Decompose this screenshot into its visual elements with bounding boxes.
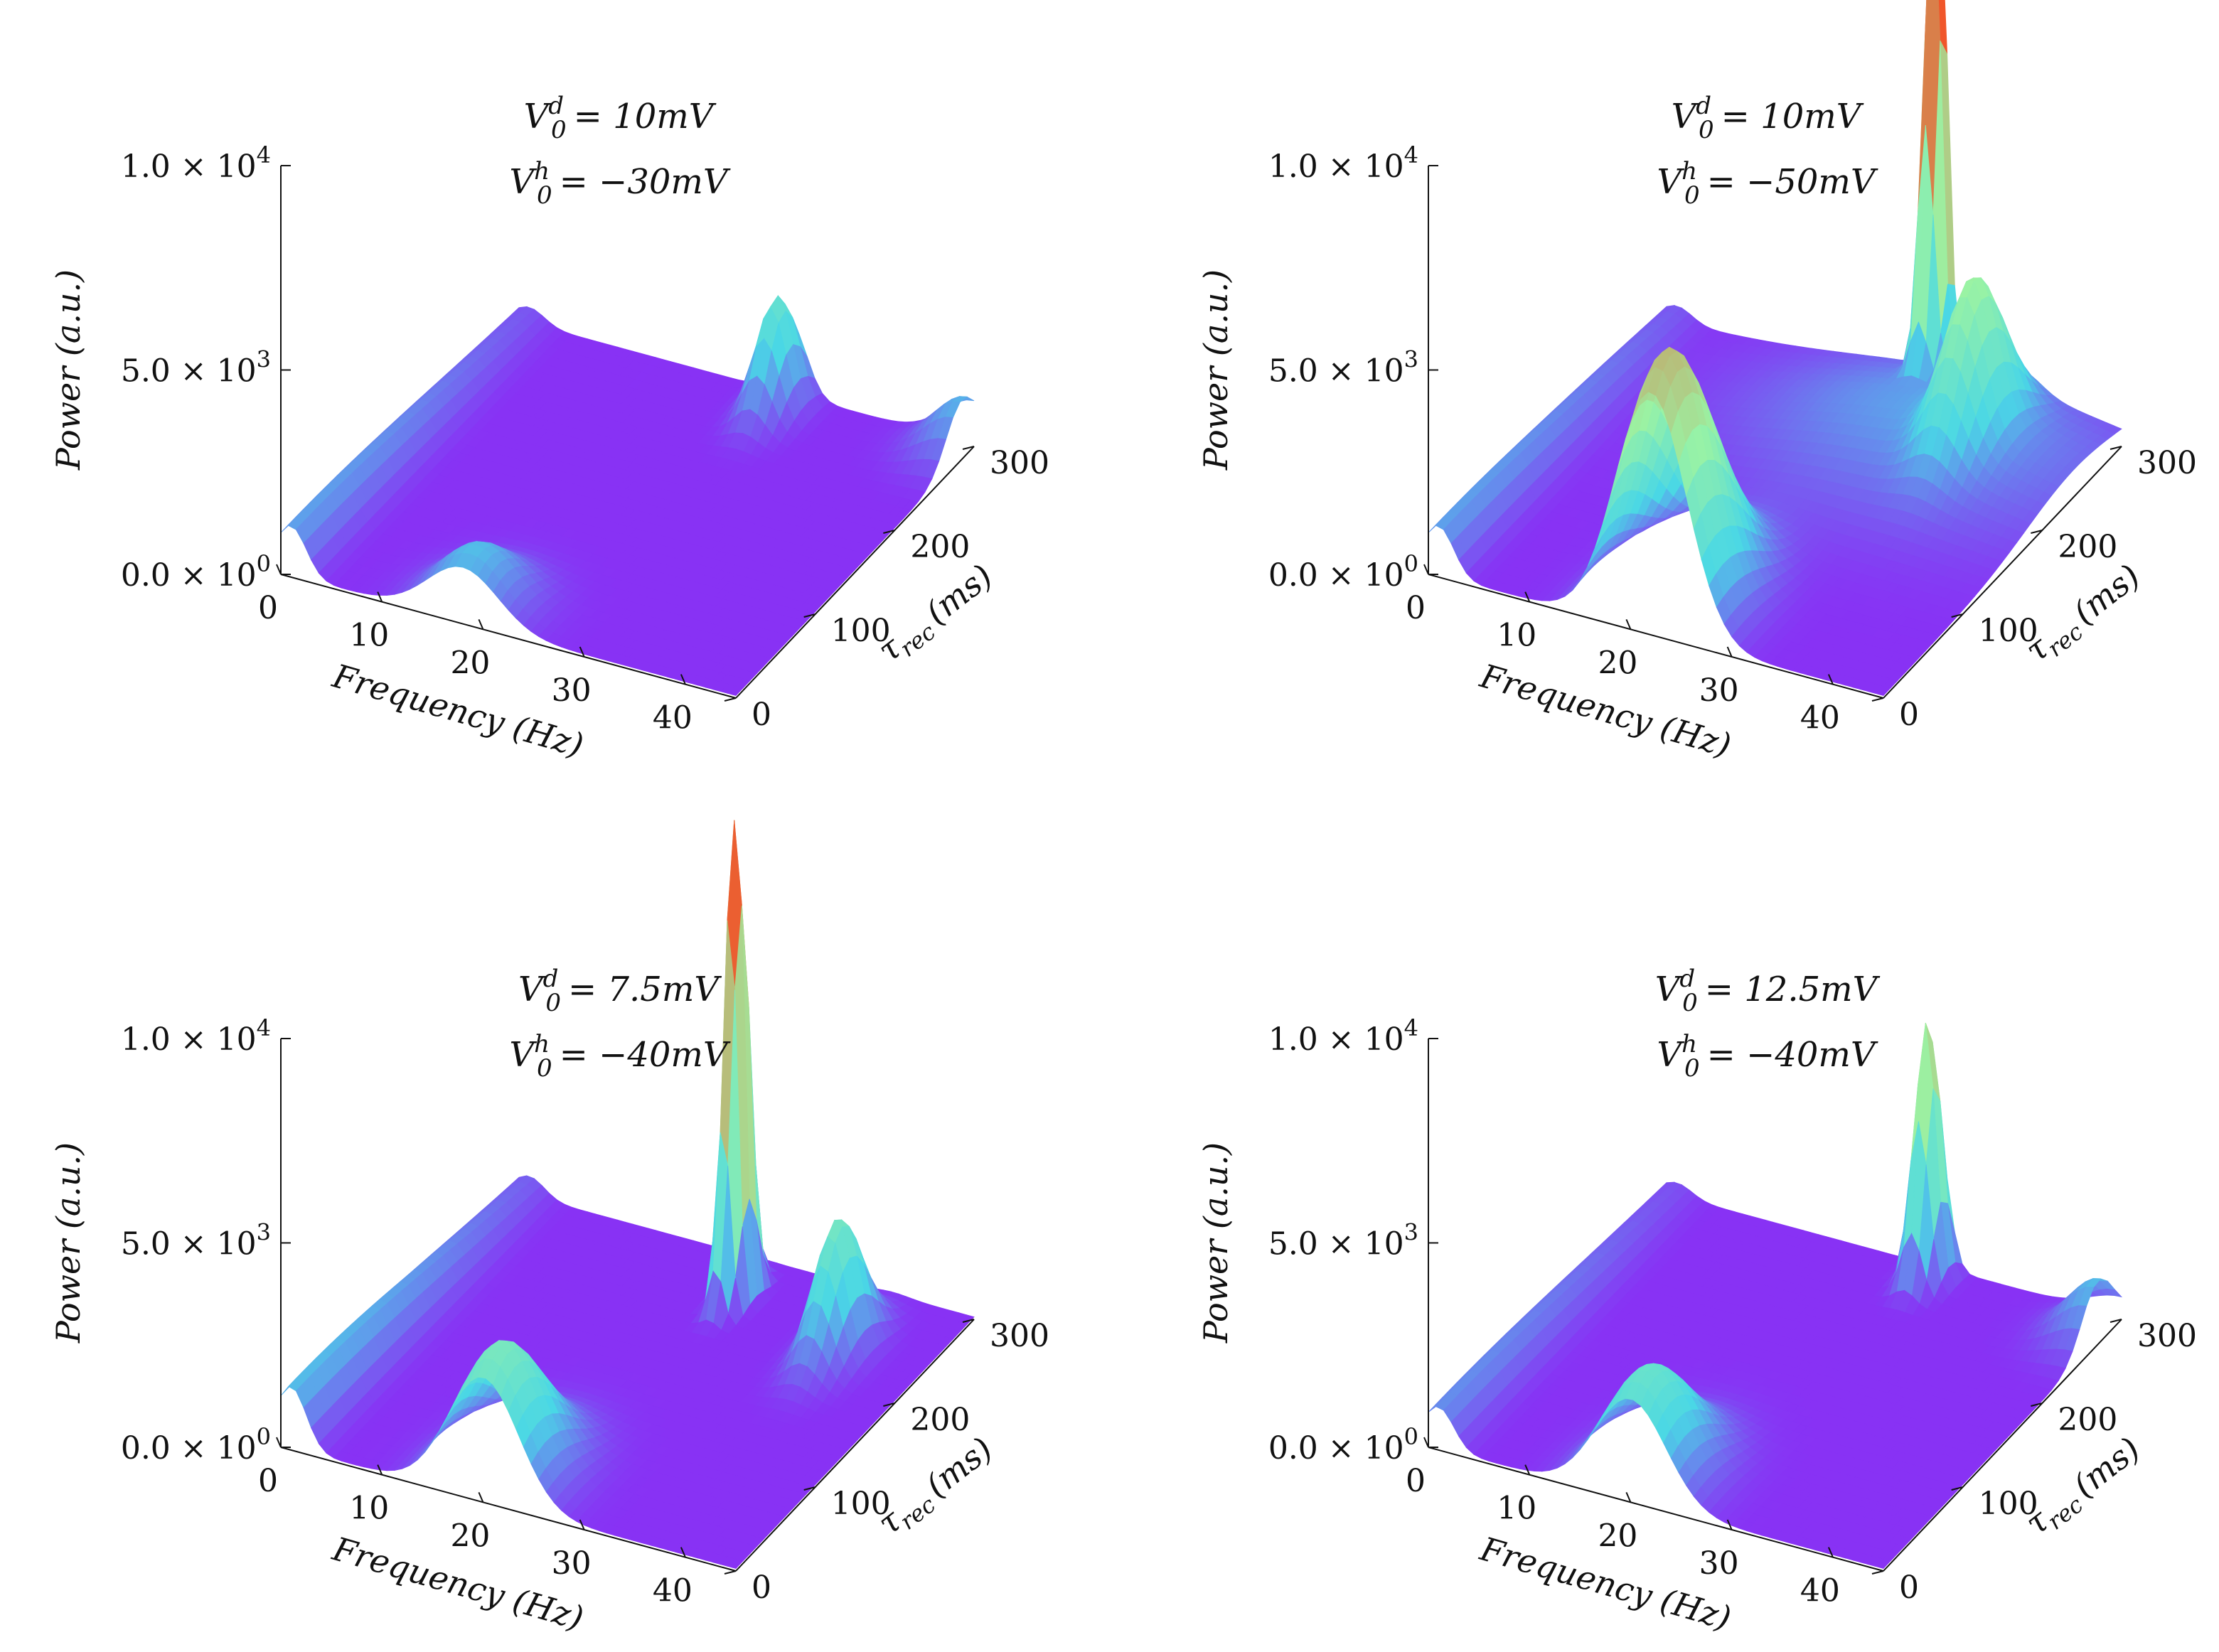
y-tick-label: 300 xyxy=(2137,445,2197,481)
z-tick-label: 0.0 × 100 xyxy=(121,550,271,594)
surface-cell xyxy=(727,685,744,696)
x-tick-label: 0 xyxy=(1406,590,1426,626)
y-axis-line xyxy=(735,446,975,699)
y-tick-label: 200 xyxy=(910,529,970,565)
x-tick-label: 40 xyxy=(1800,700,1840,736)
x-tick-label: 20 xyxy=(450,645,490,681)
z-tick-label: 1.0 × 104 xyxy=(121,141,271,185)
surface xyxy=(280,820,975,1569)
y-tick-mark xyxy=(962,446,975,450)
panel-title-line: Vh 0 = −50mV xyxy=(1657,157,1878,210)
surface xyxy=(280,295,975,696)
x-tick-mark xyxy=(478,618,484,630)
x-tick-label: 40 xyxy=(653,700,693,736)
z-axis-label: Power (a.u.) xyxy=(49,269,87,471)
y-tick-label: 200 xyxy=(2058,529,2117,565)
panel-title-line: Vd 0 = 10mV xyxy=(1672,92,1864,144)
x-tick-mark xyxy=(377,591,383,603)
z-tick-label: 5.0 × 103 xyxy=(1268,346,1418,390)
y-tick-mark xyxy=(883,530,895,534)
z-tick-label: 1.0 × 104 xyxy=(1268,141,1418,185)
x-tick-label: 30 xyxy=(552,672,592,709)
z-tick-label: 5.0 × 103 xyxy=(121,346,271,390)
x-tick-mark xyxy=(579,646,585,658)
surface xyxy=(1428,0,2122,696)
x-tick-label: 10 xyxy=(349,618,389,654)
x-tick-label: 30 xyxy=(1699,672,1739,709)
y-tick-label: 300 xyxy=(990,445,1049,481)
y-tick-label: 100 xyxy=(831,613,891,649)
y-tick-mark xyxy=(1871,697,1884,702)
x-tick-label: 10 xyxy=(1497,618,1536,654)
panel-1: 0 10 20 30 40 0 100 200 300 0.0 × 100 5.0 × 103 1.0… xyxy=(49,92,1049,765)
x-tick-label: 0 xyxy=(258,590,278,626)
panel-title-line: Vd 0 = 10mV xyxy=(524,92,717,144)
z-tick-label: 0.0 × 100 xyxy=(1268,550,1418,594)
x-tick-mark xyxy=(680,674,686,685)
y-tick-label: 0 xyxy=(1899,697,1919,733)
y-tick-mark xyxy=(724,697,737,702)
z-axis-label: Power (a.u.) xyxy=(1197,269,1235,471)
y-tick-mark xyxy=(803,613,816,618)
panel-title-line: Vh 0 = −30mV xyxy=(509,157,731,210)
x-axis-line xyxy=(280,574,737,699)
y-tick-label: 0 xyxy=(752,697,771,733)
x-tick-mark xyxy=(276,564,282,575)
x-tick-label: 20 xyxy=(1598,645,1637,681)
